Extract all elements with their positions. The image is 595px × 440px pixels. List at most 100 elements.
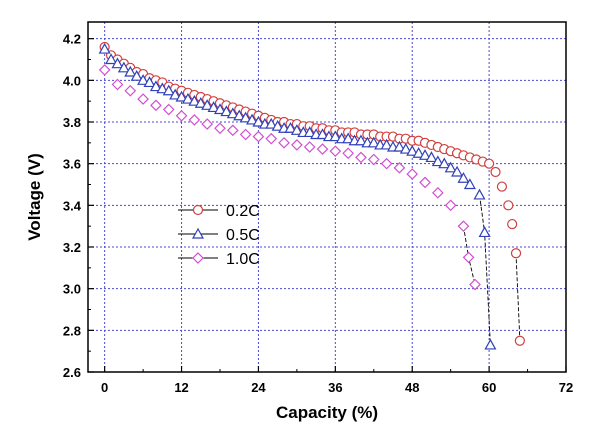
data-point [510, 248, 522, 259]
series-0.5C [98, 42, 497, 350]
legend-marker [192, 204, 204, 216]
data-point [213, 103, 227, 115]
legend-marker [191, 227, 205, 239]
x-tick-label: 0 [101, 380, 108, 395]
data-point [484, 338, 497, 350]
data-point [380, 157, 393, 170]
data-point [265, 117, 278, 129]
x-tick-label: 12 [174, 380, 188, 395]
x-tick-label: 72 [559, 380, 573, 395]
data-point [431, 155, 444, 167]
data-point [111, 78, 124, 91]
plot-frame [87, 21, 567, 373]
data-point [169, 88, 182, 100]
data-point [425, 151, 438, 163]
data-point [444, 199, 457, 212]
data-point [220, 105, 233, 117]
y-tick-label: 3.0 [63, 282, 81, 297]
y-axis-title: Voltage (V) [25, 153, 44, 241]
data-point [490, 166, 501, 178]
data-point [246, 113, 259, 125]
legend-label: 0.2C [226, 203, 260, 220]
data-point [329, 145, 342, 158]
data-point [278, 136, 290, 149]
data-point [393, 140, 406, 152]
data-point [239, 111, 252, 123]
legend-entry: 0.2C [178, 203, 260, 220]
data-point [478, 226, 491, 238]
data-point [284, 122, 297, 133]
data-point [239, 128, 252, 141]
data-point [252, 130, 265, 143]
data-point [507, 218, 518, 230]
data-point [188, 94, 201, 106]
data-point [201, 99, 214, 110]
data-point [355, 151, 367, 164]
legend: 0.2C 0.5C 1.0C [178, 203, 260, 268]
data-point [316, 128, 329, 140]
series-layer [98, 41, 525, 350]
data-point [98, 64, 111, 76]
data-point [156, 82, 169, 94]
data-point [150, 99, 162, 112]
data-point [399, 142, 412, 154]
data-point [462, 251, 475, 264]
data-point [393, 161, 406, 174]
series-0.2C [99, 41, 525, 346]
data-point [98, 42, 111, 54]
data-point [124, 65, 137, 77]
data-point [137, 74, 150, 85]
y-tick-label: 3.8 [63, 115, 81, 130]
data-point [354, 134, 367, 146]
data-point [469, 278, 481, 291]
data-point [303, 141, 316, 153]
plot-area [88, 22, 566, 372]
y-tick-label: 4.0 [63, 73, 81, 88]
data-point [149, 80, 162, 92]
data-point [419, 149, 432, 160]
data-point [117, 61, 130, 73]
data-point [226, 107, 239, 119]
series-1.0C [98, 64, 481, 291]
data-point [188, 114, 201, 126]
y-tick-label: 3.6 [63, 157, 81, 172]
data-point [451, 165, 464, 177]
y-axis-ticks: 2.6 2.8 3.0 3.2 3.4 3.6 3.8 4.0 4.2 [63, 32, 94, 380]
legend-label: 1.0C [226, 251, 260, 268]
x-axis-ticks: 0 12 24 36 48 60 72 [101, 366, 573, 395]
data-point [226, 124, 239, 137]
data-point [496, 181, 508, 192]
data-point [329, 130, 342, 142]
data-point [432, 186, 444, 199]
legend-entry: 0.5C [178, 227, 260, 244]
y-tick-label: 2.6 [63, 365, 81, 380]
data-point [514, 335, 525, 346]
data-point [406, 168, 419, 180]
y-tick-label: 2.8 [63, 323, 81, 338]
legend-entry: 1.0C [178, 251, 260, 268]
data-point [303, 126, 316, 138]
data-point [143, 76, 156, 88]
data-point [380, 138, 393, 150]
data-point [457, 220, 470, 233]
legend-marker [192, 252, 204, 264]
data-point [290, 124, 303, 135]
data-point [463, 178, 476, 190]
y-tick-label: 3.2 [63, 240, 81, 255]
data-point [175, 90, 188, 102]
data-point [162, 84, 175, 96]
data-point [124, 84, 137, 97]
series-tail-line [515, 253, 521, 341]
data-point [473, 188, 486, 200]
data-point [316, 143, 329, 155]
data-point [342, 132, 355, 144]
x-tick-label: 60 [482, 380, 496, 395]
data-point [271, 119, 284, 131]
data-point [162, 103, 175, 116]
data-point [406, 144, 419, 156]
data-point [130, 69, 143, 81]
data-point [214, 122, 226, 135]
data-point [111, 57, 124, 69]
data-point [444, 161, 457, 173]
